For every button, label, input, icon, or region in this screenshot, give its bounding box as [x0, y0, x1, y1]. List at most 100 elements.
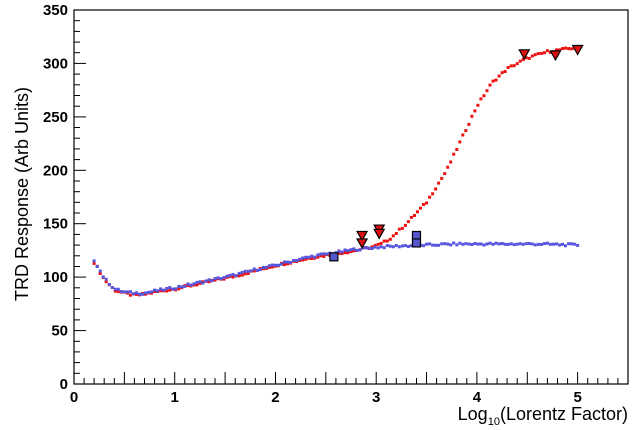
data-point — [325, 252, 329, 256]
data-point — [352, 247, 356, 251]
data-point — [548, 242, 552, 246]
data-point — [449, 243, 453, 247]
data-point — [192, 282, 196, 286]
data-point — [147, 290, 150, 294]
data-point — [503, 70, 507, 73]
data-point — [500, 71, 504, 75]
data-point — [473, 109, 477, 113]
data-point — [558, 48, 561, 52]
y-tick-label: 350 — [43, 2, 68, 19]
data-point — [397, 227, 401, 231]
data-point — [482, 243, 486, 247]
data-point — [252, 269, 256, 273]
data-point — [506, 242, 510, 246]
data-point — [552, 242, 555, 246]
data-point — [343, 248, 347, 252]
data-point — [461, 133, 465, 137]
axis-ticks — [73, 9, 629, 385]
data-point — [186, 284, 190, 288]
data-point — [479, 97, 483, 101]
data-point — [561, 47, 564, 51]
data-point — [464, 242, 468, 246]
data-point — [382, 246, 386, 250]
data-point — [135, 291, 138, 295]
data-point — [219, 277, 223, 281]
data-point — [322, 252, 326, 256]
data-point — [204, 279, 208, 283]
data-point — [564, 244, 567, 248]
data-point — [561, 242, 564, 246]
x-axis-title: Log10(Lorentz Factor) — [458, 404, 628, 428]
data-point — [228, 273, 232, 277]
data-point — [527, 242, 531, 245]
data-point — [355, 248, 359, 252]
data-point — [370, 245, 374, 249]
data-point — [255, 268, 259, 272]
data-point — [322, 254, 326, 258]
data-point — [159, 289, 163, 293]
data-point — [403, 223, 407, 227]
data-point — [476, 242, 480, 246]
data-point — [437, 243, 441, 247]
data-point — [470, 114, 474, 118]
data-point — [443, 242, 447, 246]
data-point — [455, 243, 459, 247]
data-point — [304, 257, 308, 261]
data-point — [316, 255, 320, 259]
data-point — [319, 252, 323, 256]
data-point — [564, 46, 567, 50]
data-point — [470, 243, 474, 246]
data-point — [385, 239, 389, 243]
data-point — [270, 265, 274, 269]
data-point — [422, 203, 425, 206]
data-point — [425, 201, 428, 205]
data-point — [249, 269, 253, 273]
data-point — [237, 271, 241, 275]
data-point — [491, 79, 495, 83]
data-point — [406, 220, 410, 224]
data-point — [452, 241, 456, 245]
data-point — [548, 50, 552, 54]
y-axis-title: TRD Response (Arb Units) — [12, 87, 32, 301]
data-point — [437, 181, 441, 185]
data-point — [138, 292, 141, 296]
data-point — [458, 140, 462, 144]
triangle-marker — [356, 238, 369, 250]
data-point — [216, 276, 220, 280]
data-point — [385, 244, 389, 247]
data-point — [518, 242, 522, 246]
data-point — [419, 206, 422, 210]
plot-marks — [92, 44, 584, 297]
data-point — [518, 59, 522, 63]
data-point — [352, 249, 356, 253]
data-point — [455, 148, 459, 151]
data-point — [274, 263, 277, 267]
data-point — [461, 242, 465, 246]
data-point — [394, 232, 398, 235]
data-point — [298, 257, 302, 261]
data-point — [168, 286, 172, 289]
data-point — [530, 242, 534, 246]
data-point — [165, 289, 169, 293]
data-point — [373, 243, 377, 247]
data-point — [379, 241, 383, 245]
data-point — [391, 234, 395, 238]
data-point — [542, 242, 546, 246]
data-point — [116, 290, 120, 294]
x-tick-label: 1 — [171, 389, 179, 406]
y-tick-label: 50 — [51, 323, 68, 340]
data-point — [98, 272, 102, 275]
data-point — [258, 268, 262, 272]
data-point — [231, 275, 235, 279]
square-marker — [329, 252, 339, 262]
data-point — [524, 242, 528, 246]
data-point — [222, 277, 226, 281]
data-point — [113, 289, 117, 293]
data-point — [431, 192, 435, 196]
marker-series-3 — [329, 230, 422, 262]
data-point — [476, 103, 480, 107]
data-point — [150, 290, 154, 294]
data-point — [376, 246, 380, 250]
data-point — [267, 265, 271, 269]
data-point — [240, 273, 244, 277]
